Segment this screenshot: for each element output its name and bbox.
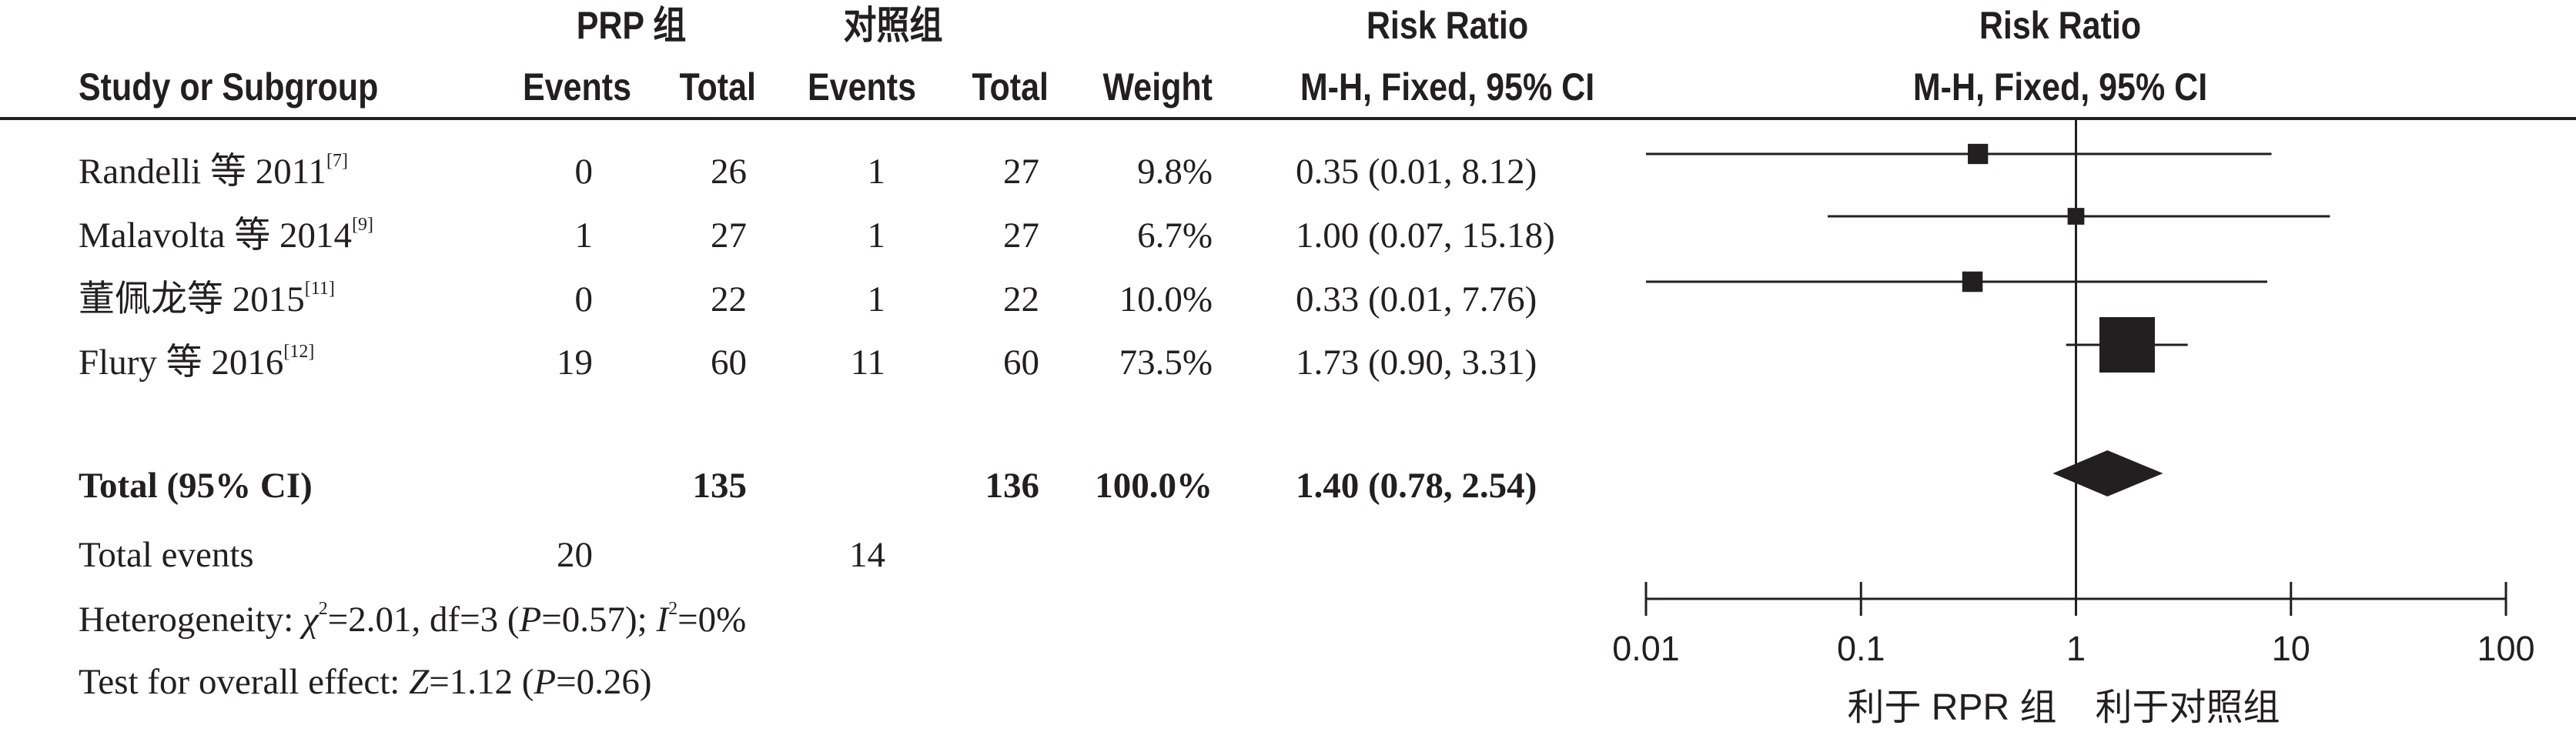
point-estimate-box	[2067, 208, 2085, 225]
total-events-label: Total events	[79, 535, 254, 575]
events-control: 1	[867, 216, 886, 256]
x-tick-label: 10	[2272, 629, 2310, 668]
events-prp: 19	[557, 343, 593, 383]
ci-value: 1.00 (0.07, 15.18)	[1296, 216, 1555, 256]
heterogeneity-text: Heterogeneity: χ2=2.01, df=3 (P=0.57); I…	[79, 599, 747, 640]
header-weight: Weight	[1102, 65, 1213, 109]
events-prp: 0	[574, 279, 594, 319]
events-prp: 1	[574, 216, 594, 256]
events-control: 1	[867, 152, 886, 192]
header-total-prp: Total	[679, 65, 756, 109]
weight-value: 10.0%	[1119, 279, 1213, 319]
ci-value: 1.73 (0.90, 3.31)	[1296, 343, 1537, 383]
ci-value: 0.35 (0.01, 8.12)	[1296, 152, 1537, 192]
header-risk-ratio-table: Risk Ratio	[1366, 4, 1529, 47]
study-name: Randelli 等 2011[7]	[79, 151, 348, 192]
overall-effect-text: Test for overall effect: Z=1.12 (P=0.26)	[79, 662, 652, 702]
header-method-plot: M-H, Fixed, 95% CI	[1912, 65, 2208, 109]
events-prp: 0	[574, 152, 594, 192]
header-prp-group: PRP 组	[576, 4, 687, 47]
study-name: Malavolta 等 2014[9]	[79, 215, 374, 256]
header-study: Study or Subgroup	[79, 65, 379, 109]
total-label: Total (95% CI)	[79, 466, 313, 506]
total-ci: 1.40 (0.78, 2.54)	[1296, 466, 1537, 506]
ci-value: 0.33 (0.01, 7.76)	[1296, 279, 1537, 319]
pooled-diamond	[2052, 450, 2163, 496]
total-prp: 27	[711, 216, 747, 256]
x-tick-label: 0.01	[1612, 629, 1680, 668]
total-control: 136	[985, 466, 1040, 506]
study-name: Flury 等 2016[12]	[79, 342, 315, 383]
weight-value: 6.7%	[1137, 216, 1213, 256]
x-tick-label: 0.1	[1837, 629, 1885, 668]
total-control: 60	[1003, 343, 1039, 383]
point-estimate-box	[1962, 271, 1983, 292]
total-weight: 100.0%	[1095, 466, 1213, 506]
total-prp: 60	[711, 343, 747, 383]
total-prp: 135	[692, 466, 748, 506]
x-tick-label: 1	[2066, 629, 2086, 668]
weight-value: 9.8%	[1137, 152, 1213, 192]
point-estimate-box	[1968, 143, 1989, 165]
study-name: 董佩龙等 2015[11]	[79, 279, 335, 319]
header-method-table: M-H, Fixed, 95% CI	[1300, 65, 1595, 109]
header-events-control: Events	[807, 65, 916, 109]
favours-left-label: 利于 RPR 组	[1847, 687, 2056, 728]
header-control-group: 对照组	[843, 4, 943, 47]
header-rule	[0, 117, 2576, 120]
total-control: 27	[1003, 152, 1039, 192]
total-control: 27	[1003, 216, 1039, 256]
favours-right-label: 利于对照组	[2096, 687, 2280, 728]
total-prp: 22	[711, 279, 747, 319]
total-events-prp: 20	[557, 535, 593, 575]
header-total-control: Total	[972, 65, 1049, 109]
x-tick-label: 100	[2477, 629, 2534, 668]
events-control: 11	[850, 343, 885, 383]
weight-value: 73.5%	[1119, 343, 1213, 383]
total-control: 22	[1003, 279, 1039, 319]
total-events-control: 14	[849, 535, 885, 575]
total-prp: 26	[711, 152, 747, 192]
point-estimate-box	[2099, 317, 2155, 373]
events-control: 1	[867, 279, 886, 319]
header-events-prp: Events	[522, 65, 631, 109]
header-risk-ratio-plot: Risk Ratio	[1979, 4, 2142, 47]
